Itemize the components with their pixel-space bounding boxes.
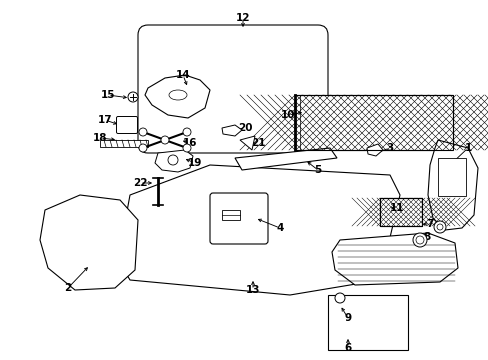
Text: 19: 19	[187, 158, 202, 168]
FancyBboxPatch shape	[209, 193, 267, 244]
Bar	[100, 140, 148, 147]
Circle shape	[161, 136, 169, 144]
Bar	[222, 210, 240, 220]
Polygon shape	[366, 144, 382, 156]
Text: 7: 7	[426, 219, 433, 229]
Circle shape	[139, 128, 147, 136]
Text: 22: 22	[132, 178, 147, 188]
Text: 17: 17	[98, 115, 112, 125]
Polygon shape	[40, 195, 138, 290]
Bar	[327, 295, 407, 350]
Text: 8: 8	[423, 232, 430, 242]
Text: 18: 18	[93, 133, 107, 143]
FancyBboxPatch shape	[116, 117, 137, 134]
Circle shape	[433, 221, 445, 233]
Ellipse shape	[169, 90, 186, 100]
Polygon shape	[427, 140, 477, 230]
Circle shape	[334, 293, 345, 303]
Bar	[437, 158, 465, 196]
Text: 20: 20	[237, 123, 252, 133]
Text: 10: 10	[280, 110, 295, 120]
Circle shape	[412, 233, 426, 247]
Polygon shape	[331, 233, 457, 285]
Text: 9: 9	[344, 313, 351, 323]
Polygon shape	[118, 165, 399, 295]
Text: 16: 16	[183, 138, 197, 148]
Text: 14: 14	[175, 70, 190, 80]
Polygon shape	[235, 148, 336, 170]
Bar	[294, 95, 452, 150]
Circle shape	[415, 236, 423, 244]
Circle shape	[436, 224, 442, 230]
Text: 11: 11	[389, 203, 404, 213]
Polygon shape	[155, 150, 193, 172]
Bar	[379, 198, 421, 226]
Circle shape	[183, 144, 191, 152]
Text: 4: 4	[276, 223, 283, 233]
Bar	[294, 95, 452, 150]
FancyBboxPatch shape	[138, 25, 327, 153]
Circle shape	[139, 144, 147, 152]
Text: 12: 12	[235, 13, 250, 23]
Polygon shape	[145, 75, 209, 118]
Text: 15: 15	[101, 90, 115, 100]
Circle shape	[128, 92, 138, 102]
Circle shape	[183, 128, 191, 136]
Text: 21: 21	[250, 138, 264, 148]
Polygon shape	[240, 136, 254, 150]
Bar	[379, 198, 421, 226]
Text: 13: 13	[245, 285, 260, 295]
Text: 3: 3	[386, 143, 393, 153]
Text: 5: 5	[314, 165, 321, 175]
Text: 1: 1	[464, 143, 470, 153]
Text: 2: 2	[64, 283, 71, 293]
Polygon shape	[222, 125, 242, 136]
Circle shape	[168, 155, 178, 165]
Text: 6: 6	[344, 343, 351, 353]
